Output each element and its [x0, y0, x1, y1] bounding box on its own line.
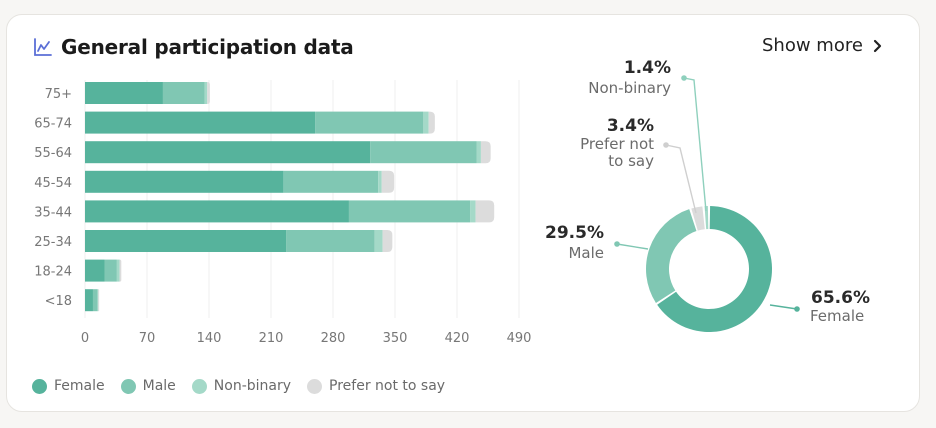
- bar-45-54-non-binary[interactable]: [378, 170, 382, 193]
- bar-75-male[interactable]: [162, 82, 205, 104]
- bar-35-44-female[interactable]: [85, 200, 349, 223]
- y-tick-label-65-74: 65-74: [34, 117, 72, 132]
- bar-under-18-male[interactable]: [92, 289, 98, 312]
- x-tick-label-140: 140: [197, 331, 222, 346]
- legend-label-prefer-not: Prefer not to say: [329, 378, 446, 394]
- bar-55-64-female[interactable]: [85, 141, 371, 164]
- bar-65-74-prefer-not-to-say[interactable]: [428, 111, 435, 134]
- bar-45-54-male[interactable]: [283, 170, 379, 193]
- stacked-bar-chart: 0 70 140 210 280 350 420 490 75+ 65-74 55-64 45-54 3…: [34, 80, 532, 346]
- bar-75-female[interactable]: [85, 82, 163, 104]
- bar-25-34-prefer-not-to-say[interactable]: [382, 230, 393, 252]
- chevron-right-icon: [873, 39, 882, 52]
- bar-18-24-prefer-not-to-say[interactable]: [119, 259, 122, 282]
- bar-65-74-male[interactable]: [315, 111, 424, 134]
- x-tick-label-280: 280: [321, 331, 346, 346]
- bar-25-34-female[interactable]: [85, 230, 287, 252]
- bar-18-24-non-binary[interactable]: [116, 259, 120, 282]
- x-tick-label-350: 350: [383, 331, 408, 346]
- card-title: General participation data: [61, 35, 354, 59]
- bar-18-24-female[interactable]: [85, 259, 105, 282]
- bar-55-64-male[interactable]: [370, 141, 477, 164]
- x-tick-label-210: 210: [259, 331, 284, 346]
- x-tick-label-490: 490: [507, 331, 532, 346]
- y-tick-label-55-64: 55-64: [34, 146, 72, 161]
- legend-dot-non-binary: [191, 378, 207, 394]
- bar-65-74-non-binary[interactable]: [423, 111, 429, 134]
- bar-35-44-non-binary[interactable]: [470, 200, 476, 223]
- bar-55-64-non-binary[interactable]: [476, 141, 481, 164]
- y-tick-label-35-44: 35-44: [34, 205, 72, 220]
- legend-label-non-binary: Non-binary: [213, 378, 292, 394]
- card-header: General participation data: [33, 35, 354, 59]
- y-tick-label-45-54: 45-54: [34, 176, 72, 191]
- chart-legend: Female Male Non-binary Prefer not to say: [32, 378, 461, 394]
- bar-25-34-non-binary[interactable]: [374, 230, 383, 252]
- bar-under-18-female[interactable]: [85, 289, 93, 312]
- x-tick-label-0: 0: [81, 331, 89, 346]
- bar-18-24-male[interactable]: [104, 259, 117, 282]
- line-chart-icon: [34, 38, 52, 56]
- show-more-label: Show more: [762, 35, 863, 56]
- legend-item-non-binary: Non-binary: [191, 378, 292, 394]
- legend-label-female: Female: [54, 378, 105, 394]
- x-tick-label-420: 420: [445, 331, 470, 346]
- legend-item-prefer-not: Prefer not to say: [307, 378, 445, 394]
- bar-35-44-prefer-not-to-say[interactable]: [475, 200, 495, 223]
- legend-dot-male: [120, 378, 136, 394]
- x-tick-label-70: 70: [139, 331, 156, 346]
- y-tick-label-25-34: 25-34: [34, 235, 72, 250]
- show-more-button[interactable]: Show more: [762, 35, 883, 56]
- y-tick-label-18-24: 18-24: [34, 265, 72, 280]
- y-tick-label-75: 75+: [45, 87, 72, 102]
- legend-label-male: Male: [142, 378, 176, 394]
- y-tick-label-18: <18: [45, 294, 72, 309]
- bar-under-18-non-binary[interactable]: [97, 289, 99, 312]
- bar-65-74-female[interactable]: [85, 111, 316, 134]
- legend-dot-female: [32, 378, 47, 394]
- bar-under-18-prefer-not-to-say[interactable]: [98, 289, 100, 312]
- bar-25-34-male[interactable]: [286, 230, 375, 252]
- legend-dot-prefer-not: [307, 378, 323, 394]
- bar-35-44-male[interactable]: [348, 200, 471, 223]
- legend-item-male: Male: [120, 378, 176, 394]
- bar-75-prefer-not-to-say[interactable]: [207, 82, 210, 104]
- bar-75-non-binary[interactable]: [204, 82, 208, 104]
- bar-55-64-prefer-not-to-say[interactable]: [480, 141, 491, 164]
- bar-45-54-prefer-not-to-say[interactable]: [381, 170, 395, 193]
- bar-45-54-female[interactable]: [85, 170, 284, 193]
- legend-item-female: Female: [32, 378, 105, 394]
